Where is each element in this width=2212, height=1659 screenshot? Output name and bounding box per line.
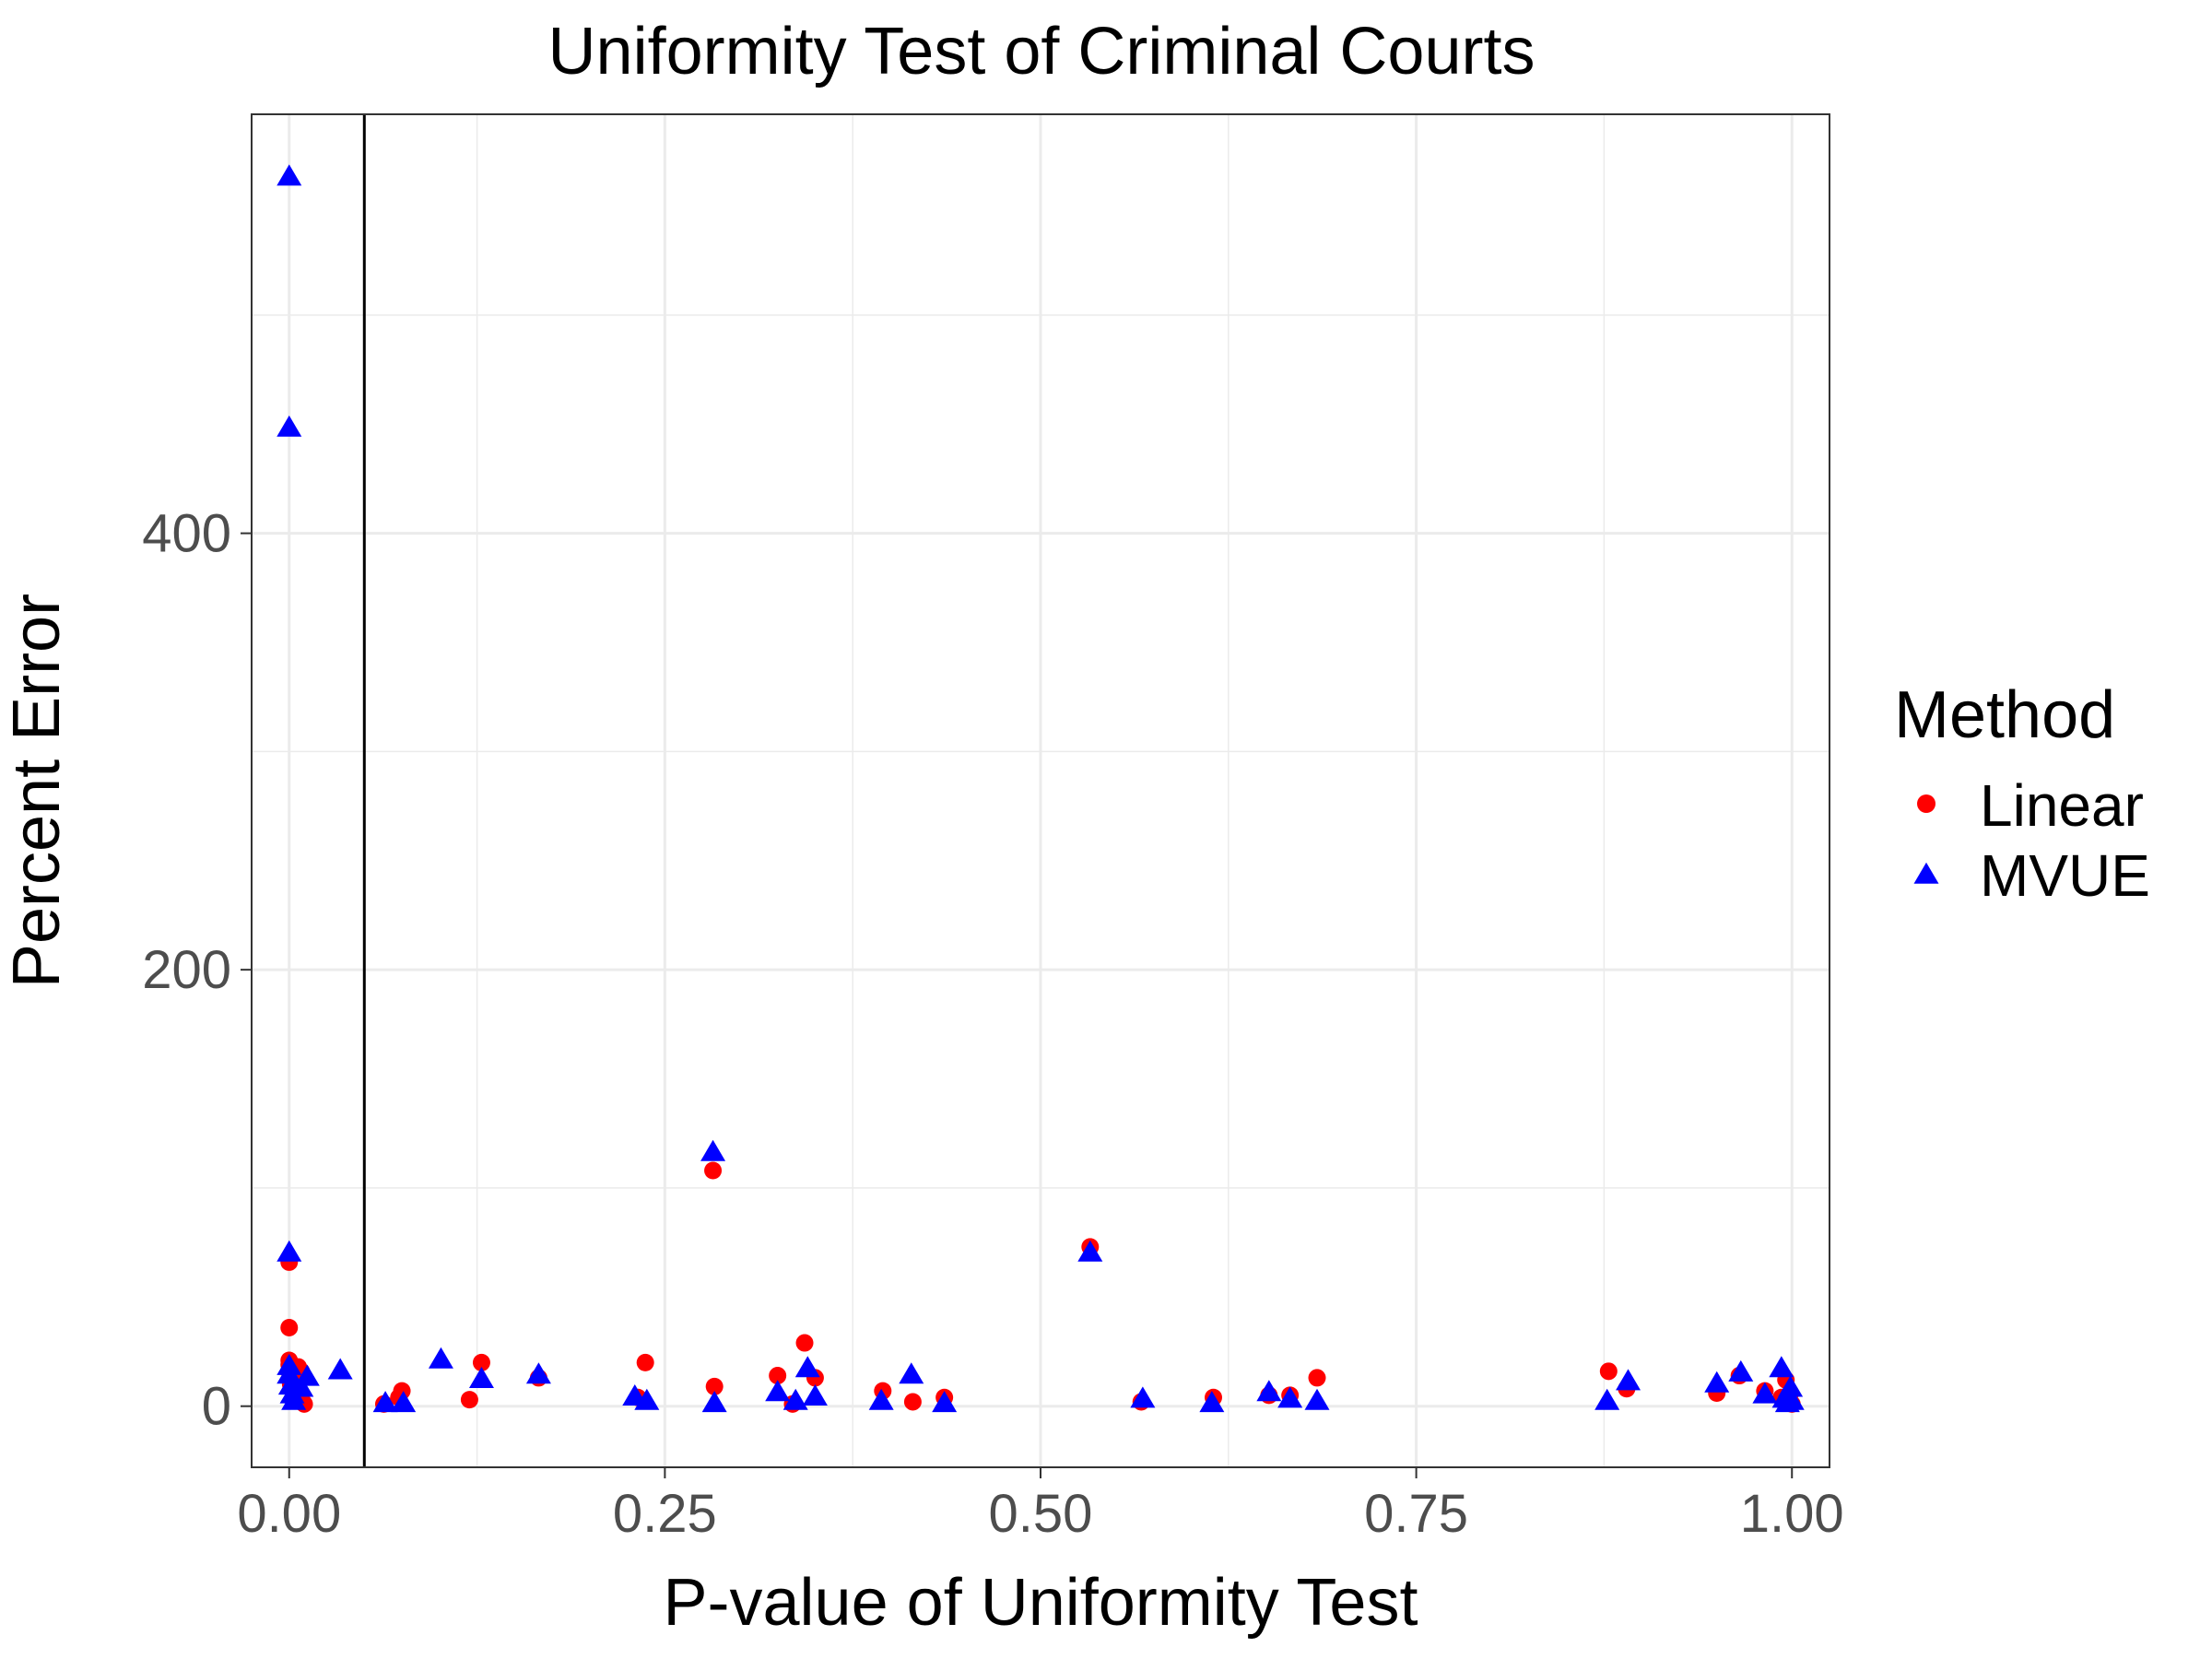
linear-point <box>1308 1369 1326 1387</box>
legend-label-mvue: MVUE <box>1980 842 2150 909</box>
mvue-point <box>802 1383 828 1406</box>
linear-point <box>460 1391 478 1409</box>
legend-title: Method <box>1894 678 2115 752</box>
mvue-series-points <box>276 164 1805 1413</box>
linear-point <box>472 1353 490 1371</box>
mvue-point <box>1277 1386 1303 1408</box>
x-tick-label: 0.00 <box>237 1484 341 1544</box>
y-tick-label: 400 <box>142 504 231 564</box>
mvue-point <box>1077 1240 1103 1262</box>
x-tick-label: 0.25 <box>613 1484 717 1544</box>
mvue-point <box>391 1391 417 1413</box>
mvue-point <box>794 1356 820 1378</box>
mvue-point <box>701 1391 727 1413</box>
mvue-point <box>1616 1369 1641 1391</box>
y-tick-label: 200 <box>142 940 231 1000</box>
mvue-point <box>276 1240 302 1262</box>
mvue-point <box>1779 1388 1805 1410</box>
linear-point <box>903 1393 922 1411</box>
mvue-point <box>468 1367 494 1389</box>
mvue-point <box>276 415 302 437</box>
mvue-point <box>1130 1386 1156 1408</box>
legend-label-linear: Linear <box>1980 772 2144 839</box>
x-tick-label: 0.75 <box>1364 1484 1468 1544</box>
legend-key-mvue <box>1913 862 1939 884</box>
mvue-point <box>294 1364 320 1386</box>
mvue-point <box>1304 1388 1330 1410</box>
linear-point <box>769 1367 787 1385</box>
linear-point <box>1599 1362 1618 1381</box>
mvue-point <box>700 1139 726 1161</box>
x-axis-title: P-value of Uniformity Test <box>664 1566 1418 1640</box>
y-tick-label: 0 <box>202 1377 231 1437</box>
mvue-point <box>525 1362 551 1384</box>
y-axis-title: Percent Error <box>0 594 74 988</box>
mvue-point <box>276 164 302 186</box>
mvue-point <box>868 1388 894 1410</box>
mvue-point <box>1594 1388 1620 1410</box>
mvue-point <box>1778 1375 1804 1397</box>
mvue-point <box>428 1347 453 1369</box>
legend: Method Linear MVUE <box>1894 678 2150 909</box>
mvue-point <box>634 1388 660 1410</box>
linear-point <box>280 1318 299 1336</box>
linear-point <box>704 1161 723 1180</box>
mvue-point <box>1728 1359 1754 1382</box>
chart-title: Uniformity Test of Criminal Courts <box>548 15 1535 88</box>
mvue-point <box>1752 1382 1778 1404</box>
mvue-point <box>1769 1356 1794 1378</box>
x-tick-label: 1.00 <box>1740 1484 1844 1544</box>
mvue-point <box>276 1362 302 1384</box>
mvue-point <box>327 1358 353 1380</box>
legend-key-linear <box>1917 794 1936 813</box>
mvue-point <box>932 1391 958 1413</box>
mvue-point <box>765 1380 791 1402</box>
mvue-point <box>899 1362 924 1384</box>
major-gridlines <box>252 114 1830 1467</box>
mvue-point <box>1704 1371 1730 1393</box>
mvue-point <box>281 1388 307 1410</box>
linear-point <box>393 1382 411 1400</box>
y-axis-ticks: 0 200 400 <box>142 504 252 1437</box>
mvue-point <box>1256 1380 1282 1402</box>
linear-point <box>636 1353 654 1371</box>
x-tick-label: 0.50 <box>989 1484 1093 1544</box>
x-axis-ticks: 0.00 0.25 0.50 0.75 1.00 <box>237 1467 1844 1544</box>
mvue-point <box>372 1391 398 1413</box>
linear-point <box>795 1334 814 1352</box>
mvue-point <box>1199 1391 1225 1413</box>
mvue-point <box>782 1388 808 1410</box>
mvue-point <box>288 1375 314 1397</box>
linear-point <box>705 1377 724 1395</box>
